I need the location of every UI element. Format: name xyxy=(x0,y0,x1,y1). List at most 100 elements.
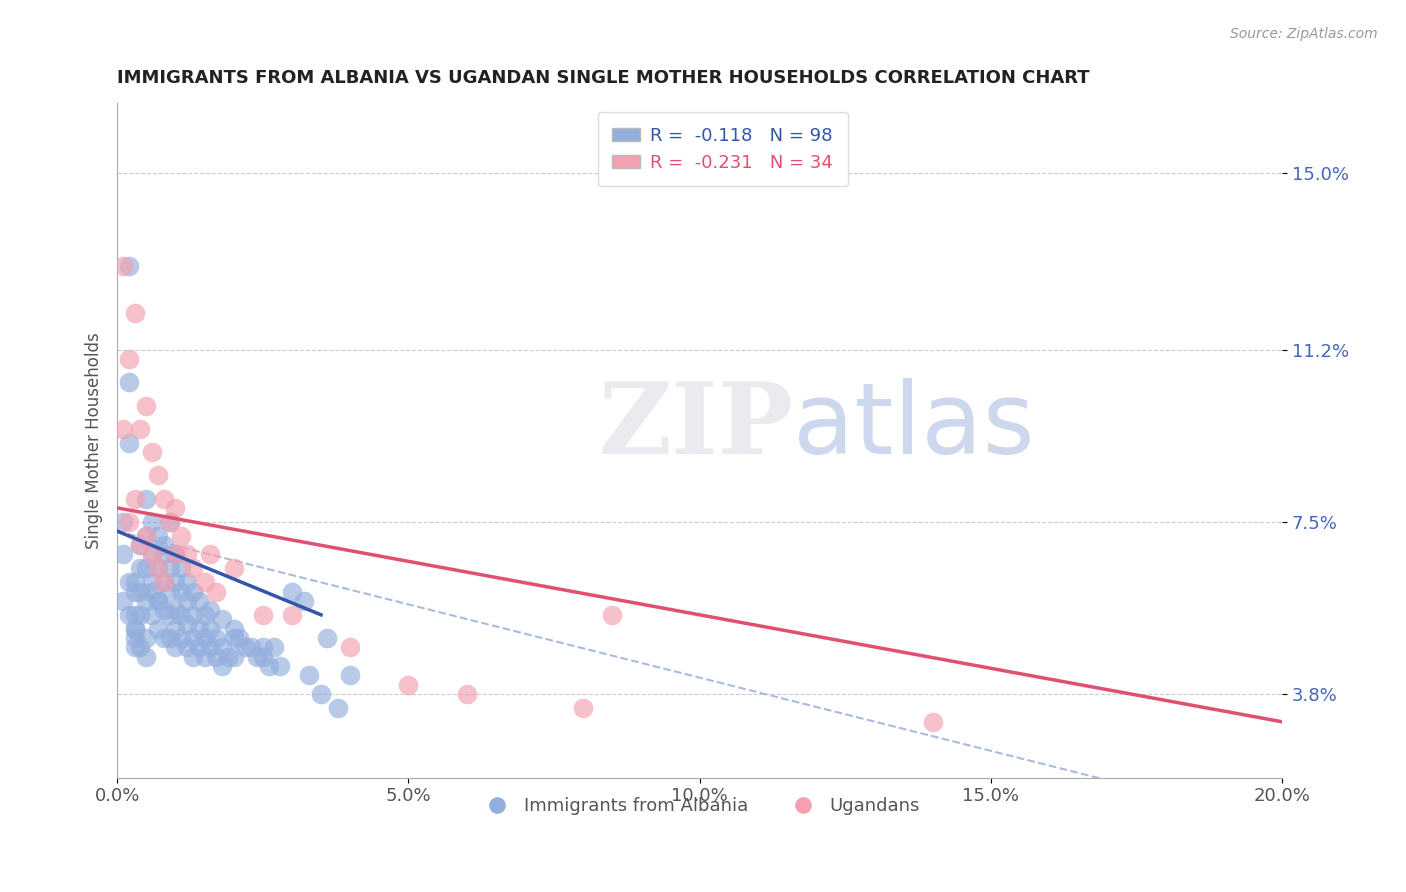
Point xyxy=(118,259,141,273)
Point xyxy=(165,603,187,617)
Point xyxy=(159,561,181,575)
Point xyxy=(165,640,187,655)
Point xyxy=(170,561,193,575)
Point xyxy=(211,659,233,673)
Point xyxy=(111,259,134,273)
Point xyxy=(165,575,187,590)
Point xyxy=(141,445,163,459)
Point xyxy=(159,584,181,599)
Point xyxy=(146,594,169,608)
Point xyxy=(181,649,204,664)
Point xyxy=(124,607,146,622)
Point xyxy=(252,640,274,655)
Point xyxy=(200,640,222,655)
Point xyxy=(141,584,163,599)
Point xyxy=(176,575,198,590)
Point xyxy=(211,640,233,655)
Point xyxy=(146,561,169,575)
Point xyxy=(124,305,146,319)
Point xyxy=(309,687,332,701)
Point xyxy=(118,607,141,622)
Point xyxy=(193,631,215,645)
Point xyxy=(129,607,152,622)
Point xyxy=(129,584,152,599)
Point xyxy=(152,603,174,617)
Point xyxy=(281,607,304,622)
Point xyxy=(135,561,157,575)
Point xyxy=(193,607,215,622)
Point xyxy=(165,547,187,561)
Point xyxy=(339,668,361,682)
Legend: Immigrants from Albania, Ugandans: Immigrants from Albania, Ugandans xyxy=(472,790,928,822)
Point xyxy=(135,529,157,543)
Point xyxy=(135,529,157,543)
Point xyxy=(159,515,181,529)
Point xyxy=(269,659,291,673)
Point xyxy=(141,547,163,561)
Point xyxy=(257,659,280,673)
Point xyxy=(118,515,141,529)
Point xyxy=(152,491,174,506)
Point xyxy=(281,584,304,599)
Point xyxy=(170,584,193,599)
Point xyxy=(193,575,215,590)
Text: ZIP: ZIP xyxy=(598,378,793,475)
Point xyxy=(152,631,174,645)
Point xyxy=(129,640,152,655)
Point xyxy=(246,649,269,664)
Point xyxy=(200,622,222,636)
Point xyxy=(181,584,204,599)
Point xyxy=(124,491,146,506)
Point xyxy=(135,491,157,506)
Point xyxy=(146,468,169,483)
Point xyxy=(187,622,209,636)
Point xyxy=(187,640,209,655)
Point xyxy=(252,649,274,664)
Point xyxy=(200,547,222,561)
Point xyxy=(129,538,152,552)
Point xyxy=(124,584,146,599)
Point xyxy=(118,575,141,590)
Point xyxy=(159,607,181,622)
Point xyxy=(111,547,134,561)
Point xyxy=(141,607,163,622)
Point xyxy=(111,594,134,608)
Point xyxy=(205,584,228,599)
Point xyxy=(921,714,943,729)
Point xyxy=(170,529,193,543)
Point xyxy=(170,607,193,622)
Point xyxy=(152,575,174,590)
Point xyxy=(181,631,204,645)
Point xyxy=(292,594,315,608)
Point xyxy=(600,607,623,622)
Point xyxy=(124,631,146,645)
Point xyxy=(240,640,263,655)
Point xyxy=(159,515,181,529)
Point xyxy=(176,617,198,632)
Point xyxy=(129,422,152,436)
Point xyxy=(124,622,146,636)
Point xyxy=(233,640,256,655)
Point xyxy=(118,435,141,450)
Point xyxy=(228,631,250,645)
Point xyxy=(146,561,169,575)
Point xyxy=(165,547,187,561)
Point xyxy=(152,575,174,590)
Point xyxy=(339,640,361,655)
Point xyxy=(187,594,209,608)
Point xyxy=(146,594,169,608)
Point xyxy=(205,631,228,645)
Point xyxy=(118,352,141,367)
Point xyxy=(165,622,187,636)
Point xyxy=(572,701,595,715)
Point xyxy=(129,561,152,575)
Point xyxy=(152,538,174,552)
Point xyxy=(181,561,204,575)
Point xyxy=(396,677,419,691)
Point xyxy=(141,515,163,529)
Point xyxy=(181,607,204,622)
Point xyxy=(111,422,134,436)
Point xyxy=(193,649,215,664)
Point xyxy=(135,631,157,645)
Point xyxy=(129,538,152,552)
